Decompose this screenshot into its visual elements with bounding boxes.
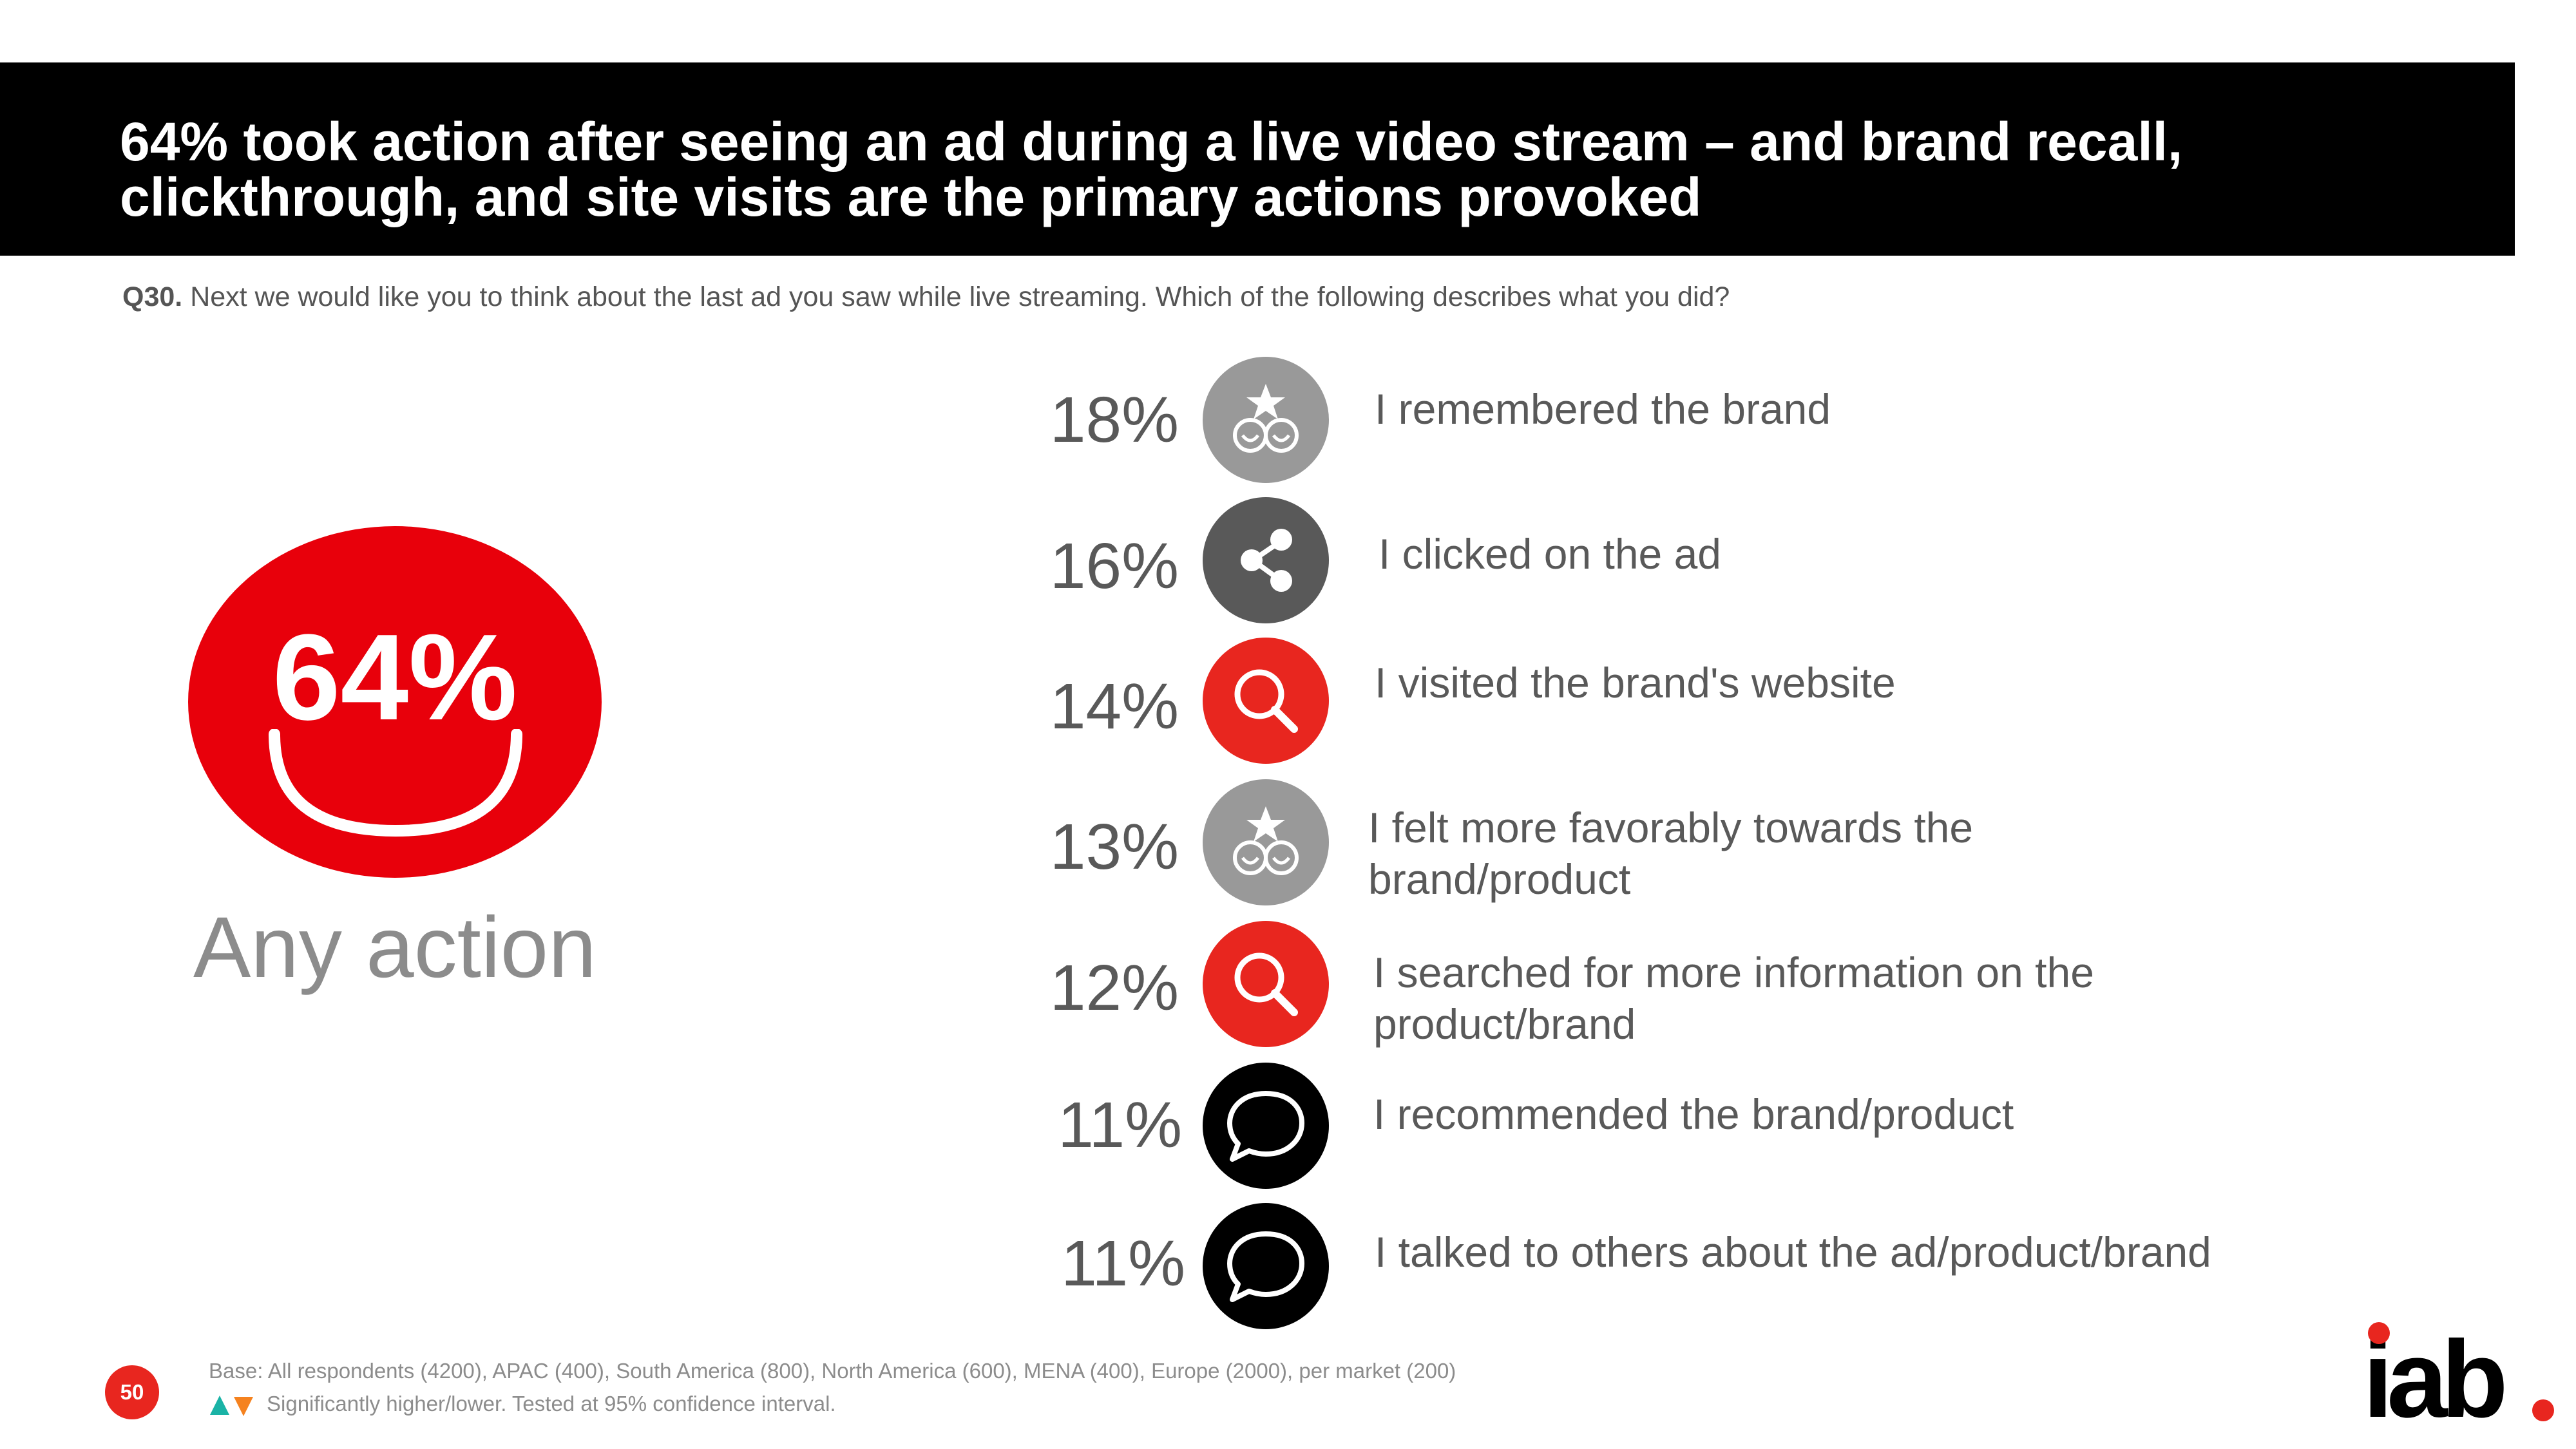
iab-logo: iab: [2363, 1320, 2554, 1436]
action-label: I talked to others about the ad/product/…: [1375, 1228, 2211, 1276]
action-percent: 12%: [1049, 952, 1179, 1024]
action-percent: 14%: [1049, 670, 1179, 743]
action-label: I recommended the brand/product: [1373, 1090, 2014, 1138]
chat-bubble-icon: [1203, 1203, 1329, 1329]
question-text: Q30. Next we would like you to think abo…: [122, 281, 1730, 313]
search-icon: [1203, 921, 1329, 1047]
title-bar: 64% took action after seeing an ad durin…: [0, 62, 2515, 256]
action-label: I visited the brand's website: [1375, 659, 1896, 706]
action-percent: 11%: [1061, 1227, 1185, 1300]
base-note: Base: All respondents (4200), APAC (400)…: [209, 1359, 1456, 1383]
chat-bubble-icon: [1203, 1063, 1329, 1189]
summary-label: Any action: [193, 900, 596, 996]
page-number: 50: [105, 1365, 159, 1419]
action-percent: 13%: [1049, 811, 1179, 883]
action-label: I clicked on the ad: [1379, 530, 1721, 578]
action-percent: 16%: [1049, 530, 1179, 602]
summary-percent: 64%: [272, 609, 518, 746]
share-icon: [1203, 497, 1329, 623]
search-icon: [1203, 638, 1329, 764]
question-body: Next we would like you to think about th…: [190, 281, 1730, 312]
action-label: I felt more favorably towards the brand/…: [1368, 804, 1974, 903]
action-percent: 11%: [1058, 1089, 1182, 1161]
action-percent: 18%: [1049, 384, 1179, 456]
smile-icon: [269, 729, 522, 837]
brand-star-icon: [1203, 357, 1329, 483]
page-title: 64% took action after seeing an ad durin…: [120, 111, 2183, 227]
significance-note: Significantly higher/lower. Tested at 95…: [267, 1392, 836, 1416]
significance-triangles-icon: [210, 1396, 253, 1416]
action-label: I remembered the brand: [1375, 385, 1831, 433]
summary-smiley-badge: 64%: [188, 526, 602, 878]
action-label: I searched for more information on the p…: [1373, 949, 2094, 1048]
brand-star-icon: [1203, 779, 1329, 905]
question-code: Q30.: [122, 281, 183, 312]
